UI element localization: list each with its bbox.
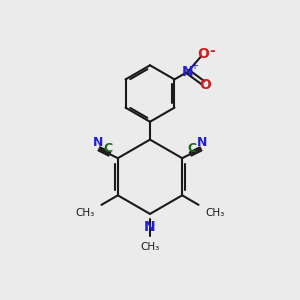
Text: N: N — [144, 220, 156, 234]
Text: C: C — [188, 142, 196, 154]
Text: O: O — [197, 47, 208, 61]
Text: N: N — [182, 65, 194, 79]
Text: -: - — [210, 44, 215, 58]
Text: CH₃: CH₃ — [205, 208, 224, 218]
Text: N: N — [197, 136, 208, 149]
Text: CH₃: CH₃ — [76, 208, 95, 218]
Text: CH₃: CH₃ — [140, 242, 160, 251]
Text: O: O — [200, 78, 212, 92]
Text: C: C — [103, 142, 112, 154]
Text: N: N — [92, 136, 103, 149]
Text: +: + — [190, 61, 198, 71]
